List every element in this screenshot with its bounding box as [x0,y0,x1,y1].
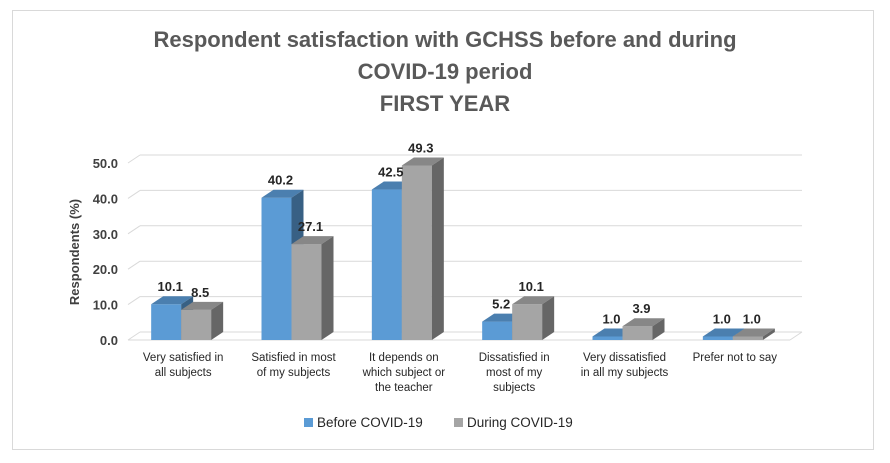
legend-label: Before COVID-19 [317,415,423,430]
gridline-depth [127,189,141,199]
bar-side [762,328,775,340]
bar-top [732,328,775,337]
chart-title-line: FIRST YEAR [380,91,511,116]
bar-side [652,318,665,340]
legend: Before COVID-19 During COVID-19 [304,415,573,430]
data-label: 10.1 [519,279,544,294]
bar-front [151,304,182,340]
data-label: 3.9 [632,301,650,316]
x-tick-label: Prefer not to say [693,352,778,364]
bar-top [702,328,745,337]
bar-front [702,336,733,340]
bar-front [371,189,402,340]
bar-top [401,157,444,166]
data-label: 49.3 [408,140,433,155]
bar-front [482,321,513,340]
bar-front [512,304,543,340]
bar-front [622,326,653,340]
bar-side [431,157,444,340]
bar-top [512,296,555,305]
floor-edge-depth [789,331,803,341]
gridline-depth [127,225,141,235]
y-tick-label: 10.0 [93,298,118,313]
chart-title: Respondent satisfaction with GCHSS befor… [153,27,736,116]
gridline-depth [127,154,141,164]
y-tick-label: 20.0 [93,262,118,277]
gridlines [127,154,803,341]
data-label: 42.5 [378,165,403,180]
x-tick-label: in all my subjects [581,367,669,379]
chart-title-line: Respondent satisfaction with GCHSS befor… [153,27,736,52]
bar-side [321,236,334,340]
x-axis-categories: Very satisfied in all subjects Satisfied i… [143,352,777,394]
legend-swatch [304,418,313,427]
bar-top [261,189,304,198]
legend-swatch [454,418,463,427]
data-label: 10.1 [158,279,183,294]
bar-front [732,336,763,340]
bar-top [622,318,665,327]
data-label: 5.2 [492,297,510,312]
y-axis-title: Respondents (%) [67,199,82,305]
data-label: 1.0 [713,311,731,326]
x-tick-label: of my subjects [257,367,331,379]
data-label: 1.0 [743,311,761,326]
gridline-depth [127,260,141,270]
gridline-depth [127,296,141,306]
legend-label: During COVID-19 [467,415,573,430]
data-label: 40.2 [268,173,293,188]
bars [151,157,775,340]
y-tick-label: 50.0 [93,156,118,171]
data-label: 1.0 [602,311,620,326]
x-tick-label: subjects [493,382,535,394]
bar-front [592,336,623,340]
bar-top [291,236,334,245]
bar-front [401,165,432,340]
x-tick-label: Dissatisfied in [479,352,550,364]
bar-front [261,197,292,340]
data-labels: 10.1 8.5 40.2 27.1 42.5 49.3 5.2 10.1 1.0 3.9 1.0 1… [158,140,761,326]
x-tick-label: the teacher [375,382,433,394]
bar-front [181,309,212,340]
x-tick-label: Satisfied in most [251,352,336,364]
x-tick-label: which subject or [362,367,446,379]
y-tick-label: 0.0 [100,333,118,348]
bar-top [181,301,224,310]
bar-top [151,296,194,305]
x-tick-label: Very satisfied in [143,352,224,364]
y-axis-ticks: 0.0 10.0 20.0 30.0 40.0 50.0 [93,156,118,348]
y-tick-label: 40.0 [93,191,118,206]
bar-front [291,244,322,340]
y-tick-label: 30.0 [93,227,118,242]
data-label: 8.5 [191,285,209,300]
bar-side [211,301,224,340]
gridline-depth [127,331,141,341]
data-label: 27.1 [298,219,323,234]
x-tick-label: most of my [486,367,542,379]
chart-title-line: COVID-19 period [358,59,533,84]
x-tick-label: Very dissatisfied [583,352,666,364]
x-tick-label: It depends on [369,352,439,364]
x-tick-label: all subjects [155,367,212,379]
bar-side [542,296,555,340]
